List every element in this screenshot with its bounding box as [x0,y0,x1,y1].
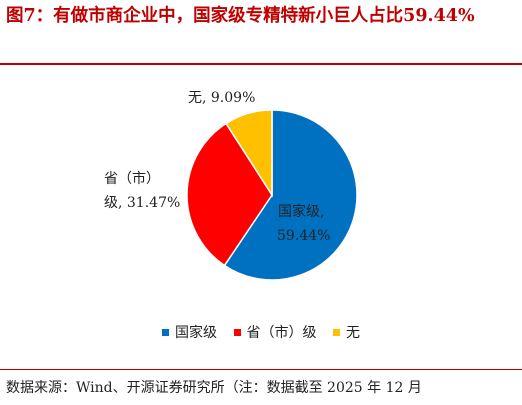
data-label-provincial-line1: 省（市） [104,170,160,187]
pie-slice-national [223,109,358,281]
legend-label-national: 国家级 [175,325,218,341]
pie-slice-provincial [186,122,273,267]
legend-swatch-none [332,328,340,336]
legend-item-provincial: 省（市）级 [233,322,317,342]
legend-label-none: 无 [345,325,360,341]
legend-swatch-national [162,328,170,336]
data-label-national-line1: 国家级, [278,203,324,220]
pie-chart-area: 国家级, 59.44% 省（市） 级, 31.47% 无, 9.09% [0,66,522,366]
legend-item-national: 国家级 [162,322,217,342]
title-divider [0,63,522,65]
legend: 国家级 省（市）级 无 [0,322,522,342]
legend-label-provincial: 省（市）级 [246,325,317,341]
legend-swatch-provincial [233,328,241,336]
footer-divider [0,369,522,370]
data-label-none-line1: 无, 9.09% [188,90,255,106]
chart-title: 图7：有做市商企业中，国家级专精特新小巨人占比59.44% [6,6,475,26]
pie-slice-none [225,109,273,198]
data-label-provincial-line2: 级, 31.47% [104,195,180,211]
pie-chart: 国家级, 59.44% 省（市） 级, 31.47% 无, 9.09% [104,90,358,281]
source-note: 数据来源：Wind、开源证券研究所（注：数据截至 2025 年 12 月 [6,380,422,396]
data-label-national-line2: 59.44% [277,228,330,244]
legend-item-none: 无 [332,322,360,342]
